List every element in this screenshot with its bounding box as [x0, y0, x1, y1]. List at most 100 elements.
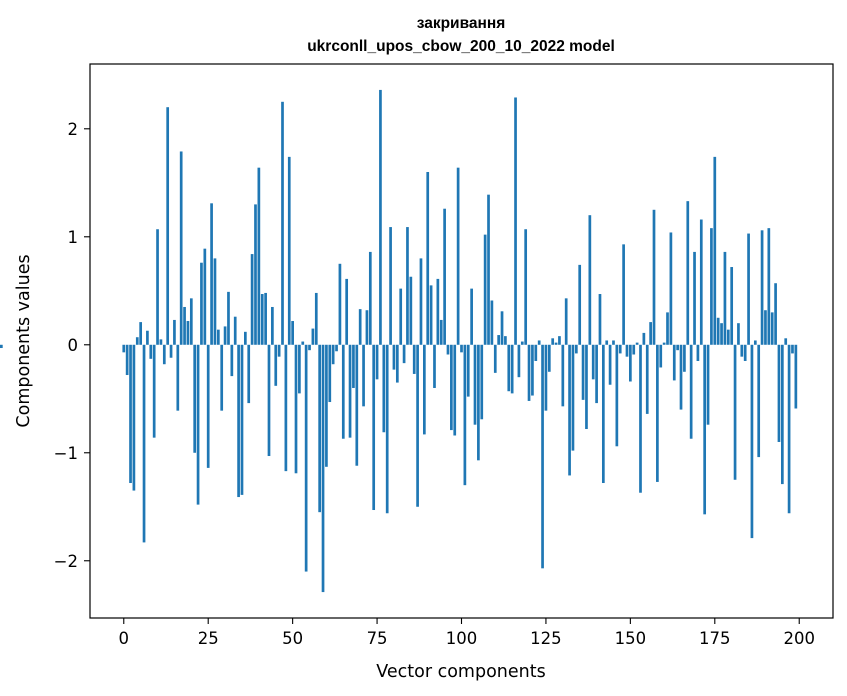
bar-54 — [304, 344, 308, 572]
bar-138 — [588, 215, 592, 345]
y-axis-label: Components values — [14, 254, 34, 427]
bar-93 — [436, 278, 440, 345]
bar-129 — [558, 336, 561, 345]
bar-179 — [726, 329, 730, 345]
bar-190 — [764, 310, 767, 345]
chart-subtitle: ukrconll_upos_cbow_200_10_2022 model — [307, 38, 615, 55]
bar-108 — [487, 194, 490, 345]
bar-123 — [537, 340, 541, 345]
bar-51 — [294, 344, 298, 474]
bar-81 — [395, 344, 399, 383]
bar-101 — [463, 344, 467, 486]
bar-114 — [507, 344, 511, 392]
bar-171 — [699, 219, 703, 345]
bar-164 — [676, 344, 679, 351]
bar-85 — [409, 276, 413, 345]
bar-168 — [689, 344, 693, 439]
x-tick-label: 75 — [367, 629, 388, 648]
bar-165 — [679, 344, 683, 410]
bar-155 — [645, 344, 649, 414]
bar-31 — [227, 291, 230, 345]
bar-140 — [595, 344, 598, 404]
bar-166 — [683, 344, 686, 372]
x-tick-label: 100 — [446, 629, 478, 648]
bar-42 — [264, 292, 267, 345]
bar-196 — [784, 338, 788, 345]
bar-44 — [271, 306, 274, 345]
bar-40 — [257, 167, 261, 345]
bar-126 — [547, 344, 551, 372]
bar-8 — [149, 344, 153, 359]
bar-12 — [162, 344, 166, 365]
bar-21 — [193, 344, 197, 453]
bar-70 — [358, 309, 362, 345]
bar-132 — [568, 344, 571, 476]
bar-133 — [571, 344, 575, 451]
bar-103 — [470, 288, 473, 345]
bar-160 — [662, 342, 666, 345]
bar-56 — [311, 328, 315, 345]
bar-142 — [601, 344, 605, 484]
bar-19 — [186, 321, 190, 345]
bar-88 — [419, 258, 423, 345]
x-axis-label: Vector components — [376, 662, 545, 682]
bar-141 — [598, 294, 602, 345]
bar-112 — [500, 311, 504, 345]
bar-7 — [146, 330, 149, 345]
bar-106 — [480, 344, 484, 420]
bar-173 — [706, 344, 710, 425]
bar-172 — [703, 344, 707, 515]
bar-33 — [233, 316, 237, 345]
bar-74 — [372, 344, 376, 511]
bar-122 — [534, 344, 538, 361]
bar-158 — [656, 344, 659, 482]
bar-115 — [510, 344, 514, 394]
bar-15 — [173, 319, 176, 345]
bar-undefined — [0, 344, 3, 349]
bar-55 — [308, 344, 311, 351]
bar-180 — [730, 267, 734, 345]
bar-127 — [551, 338, 555, 345]
bar-100 — [460, 344, 463, 353]
bar-6 — [142, 344, 146, 543]
y-tick-label: 1 — [68, 228, 79, 247]
bar-124 — [541, 344, 544, 569]
bar-111 — [497, 335, 500, 345]
bar-9 — [152, 344, 156, 438]
bar-193 — [774, 283, 777, 345]
bar-5 — [139, 322, 143, 345]
bar-137 — [585, 344, 588, 430]
bar-99 — [456, 167, 460, 345]
bar-1 — [125, 344, 129, 376]
x-tick-label: 50 — [282, 629, 303, 648]
bar-167 — [686, 201, 690, 345]
bar-147 — [618, 344, 622, 354]
bar-109 — [490, 300, 494, 345]
bar-161 — [666, 312, 669, 345]
bar-117 — [517, 344, 521, 378]
bar-152 — [635, 342, 639, 345]
bar-135 — [578, 264, 582, 345]
bar-125 — [544, 344, 548, 411]
bar-46 — [277, 344, 281, 357]
plot-area-frame — [89, 63, 834, 619]
y-axis-ticks: −2 −1 0 1 2 — [54, 120, 90, 571]
bar-159 — [659, 344, 663, 368]
bar-37 — [247, 344, 251, 404]
bar-4 — [135, 337, 139, 345]
bar-157 — [652, 209, 656, 345]
bar-189 — [760, 230, 764, 345]
bar-175 — [713, 156, 717, 345]
bar-130 — [561, 344, 565, 407]
bar-151 — [632, 344, 636, 355]
bar-107 — [483, 234, 487, 345]
bar-191 — [767, 228, 771, 345]
bar-149 — [625, 344, 629, 357]
y-tick-label: 2 — [68, 120, 79, 139]
bar-98 — [453, 344, 457, 436]
bar-131 — [564, 298, 568, 345]
bar-176 — [716, 317, 720, 345]
bar-89 — [423, 344, 426, 435]
bar-110 — [493, 344, 497, 373]
bar-13 — [166, 107, 170, 345]
